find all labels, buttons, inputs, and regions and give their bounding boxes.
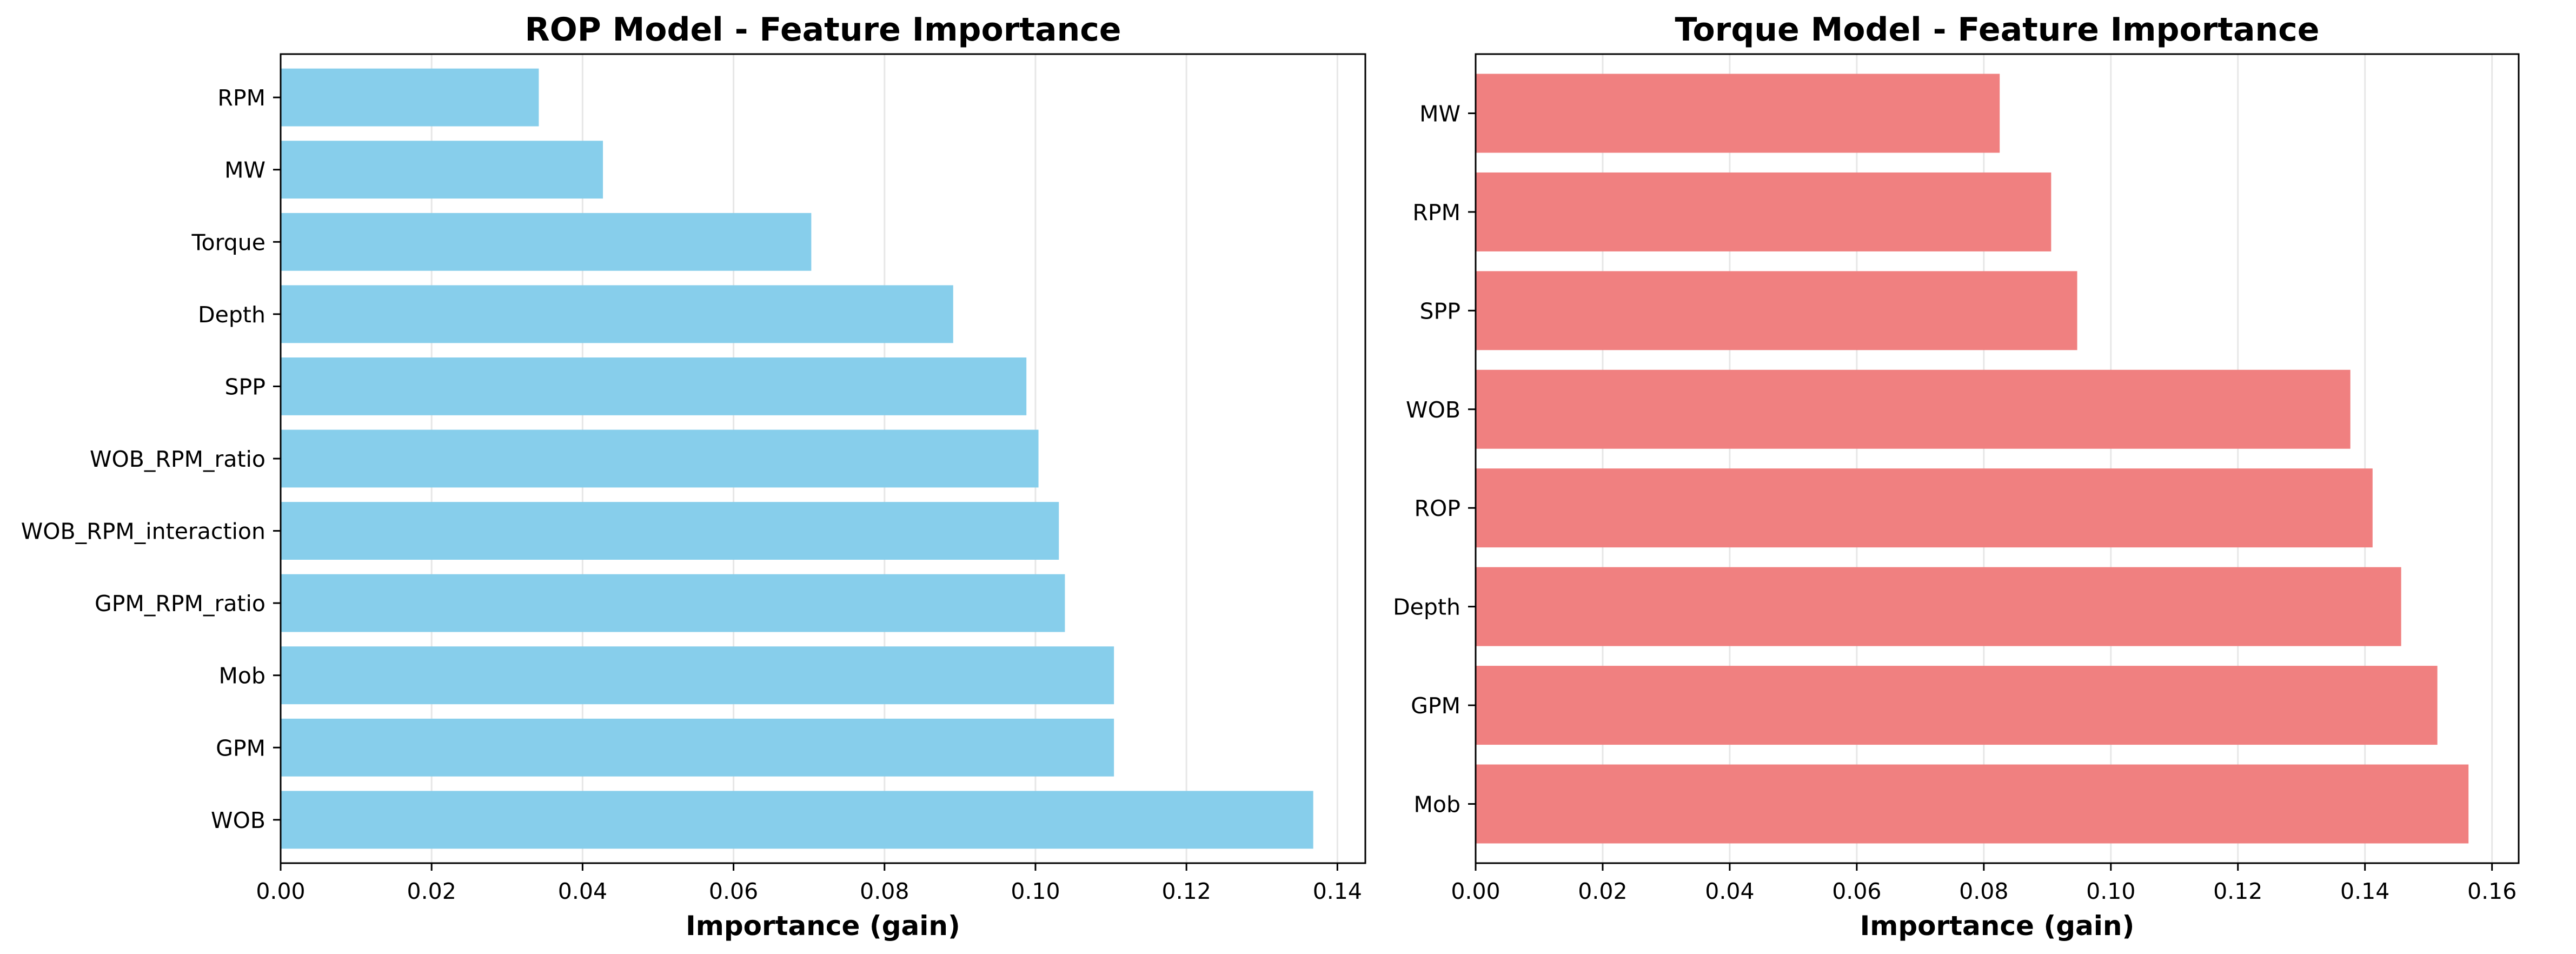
rop-y-tick-label: Depth [198, 302, 265, 328]
torque-bar [1476, 567, 2401, 646]
torque-axes-frame [1475, 53, 2520, 864]
rop-x-tick-label: 0.14 [1313, 878, 1362, 904]
torque-y-ticks: MW RPM SPP WOB ROP Depth GPM Mob [1393, 101, 1476, 818]
rop-bar [281, 429, 1039, 488]
torque-y-tick-label: Depth [1393, 594, 1460, 620]
torque-y-tick-label: RPM [1412, 200, 1460, 226]
rop-feature-importance-chart: 0.00 0.02 0.04 0.06 0.08 0.10 0.12 0.14 RPM MW Tor… [21, 11, 1366, 942]
rop-bar [281, 791, 1313, 849]
rop-bar [281, 285, 953, 343]
rop-x-tick-label: 0.06 [709, 878, 758, 904]
rop-bar [281, 646, 1114, 705]
torque-y-tick-label: Mob [1414, 792, 1460, 818]
rop-chart-title: ROP Model - Feature Importance [525, 11, 1121, 49]
torque-bar [1476, 172, 2051, 251]
torque-x-tick-label: 0.08 [1959, 878, 2008, 904]
rop-x-tick-label: 0.02 [407, 878, 456, 904]
rop-y-tick-label: MW [224, 157, 265, 183]
rop-bar [281, 502, 1059, 560]
rop-y-tick-label: GPM [216, 735, 265, 761]
rop-bars [281, 68, 1313, 849]
rop-x-ticks: 0.00 0.02 0.04 0.06 0.08 0.10 0.12 0.14 [256, 863, 1362, 904]
rop-x-tick-label: 0.08 [860, 878, 909, 904]
rop-x-tick-label: 0.04 [558, 878, 607, 904]
rop-y-tick-label: GPM_RPM_ratio [95, 591, 265, 617]
torque-bars [1476, 74, 2469, 844]
torque-x-tick-label: 0.10 [2086, 878, 2135, 904]
rop-x-tick-label: 0.10 [1011, 878, 1060, 904]
torque-y-tick-label: WOB [1406, 397, 1460, 423]
torque-y-tick-label: ROP [1415, 495, 1460, 521]
torque-x-tick-label: 0.16 [2467, 878, 2517, 904]
rop-bar [281, 718, 1114, 777]
torque-bar [1476, 764, 2469, 844]
torque-x-tick-label: 0.12 [2213, 878, 2262, 904]
rop-x-tick-label: 0.12 [1162, 878, 1211, 904]
rop-bar [281, 68, 539, 127]
torque-x-tick-label: 0.04 [1705, 878, 1754, 904]
rop-y-tick-label: WOB_RPM_ratio [90, 446, 265, 472]
rop-y-tick-label: RPM [217, 85, 265, 111]
torque-x-tick-label: 0.00 [1451, 878, 1500, 904]
rop-y-tick-label: SPP [225, 374, 265, 400]
rop-y-tick-label: Torque [191, 229, 265, 255]
rop-x-tick-label: 0.00 [256, 878, 305, 904]
rop-bar [281, 141, 603, 199]
rop-bar [281, 213, 812, 271]
torque-x-tick-label: 0.06 [1832, 878, 1881, 904]
rop-bar [281, 357, 1027, 415]
rop-x-axis-label: Importance (gain) [686, 910, 960, 942]
torque-x-tick-label: 0.14 [2340, 878, 2389, 904]
rop-y-ticks: RPM MW Torque Depth SPP WOB_RPM_ratio WOB_RPM_… [21, 85, 281, 833]
rop-y-tick-label: WOB_RPM_interaction [21, 519, 265, 545]
rop-bar [281, 574, 1065, 632]
rop-y-tick-label: Mob [219, 663, 265, 689]
torque-bar [1476, 271, 2077, 350]
torque-y-tick-label: SPP [1420, 298, 1460, 324]
torque-y-tick-label: GPM [1411, 693, 1460, 719]
torque-x-ticks: 0.00 0.02 0.04 0.06 0.08 0.10 0.12 0.14 0.16 [1451, 863, 2517, 904]
torque-bar [1476, 666, 2438, 745]
torque-x-axis-label: Importance (gain) [1860, 910, 2135, 942]
torque-feature-importance-chart: 0.00 0.02 0.04 0.06 0.08 0.10 0.12 0.14 0.16 MW RP… [1393, 11, 2520, 942]
torque-chart-title: Torque Model - Feature Importance [1675, 11, 2320, 49]
rop-y-tick-label: WOB [211, 807, 265, 833]
torque-x-tick-label: 0.02 [1578, 878, 1627, 904]
torque-y-tick-label: MW [1419, 101, 1460, 127]
torque-bar [1476, 74, 2000, 153]
torque-bar [1476, 369, 2351, 449]
torque-bar [1476, 468, 2373, 548]
